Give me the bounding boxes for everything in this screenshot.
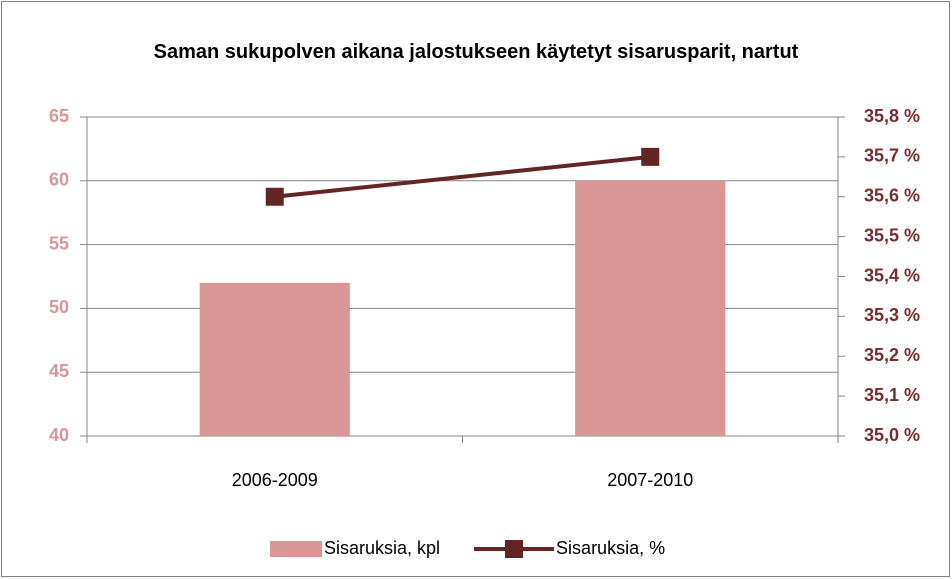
line	[274, 154, 651, 199]
y-tick-label: 55	[49, 233, 69, 253]
y-tick-label: 45	[49, 361, 69, 381]
chart-title: Saman sukupolven aikana jalostukseen käy…	[153, 41, 799, 63]
y-tick-label: 65	[49, 106, 69, 126]
y2-tick-label: 35,4 %	[864, 265, 920, 285]
y2-tick-label: 35,6 %	[864, 186, 920, 206]
y2-tick-label: 35,1 %	[864, 385, 920, 405]
y-tick-label: 40	[49, 425, 69, 445]
legend-label: Sisaruksia, %	[556, 538, 665, 558]
legend-label: Sisaruksia, kpl	[324, 538, 440, 558]
legend-swatch	[270, 541, 322, 557]
line-marker	[265, 187, 284, 206]
y2-tick-label: 35,8 %	[864, 106, 920, 126]
y2-tick-label: 35,2 %	[864, 345, 920, 365]
bar	[575, 180, 726, 436]
y2-tick-label: 35,5 %	[864, 225, 920, 245]
bar	[199, 282, 350, 436]
x-tick-label: 2007-2010	[607, 470, 693, 490]
x-tick-label: 2006-2009	[232, 470, 318, 490]
y2-tick-label: 35,7 %	[864, 146, 920, 166]
line-marker	[641, 147, 660, 166]
y-tick-label: 50	[49, 297, 69, 317]
y2-tick-label: 35,0 %	[864, 425, 920, 445]
y-tick-label: 60	[49, 170, 69, 190]
y2-tick-label: 35,3 %	[864, 305, 920, 325]
legend-swatch-marker	[505, 540, 524, 558]
